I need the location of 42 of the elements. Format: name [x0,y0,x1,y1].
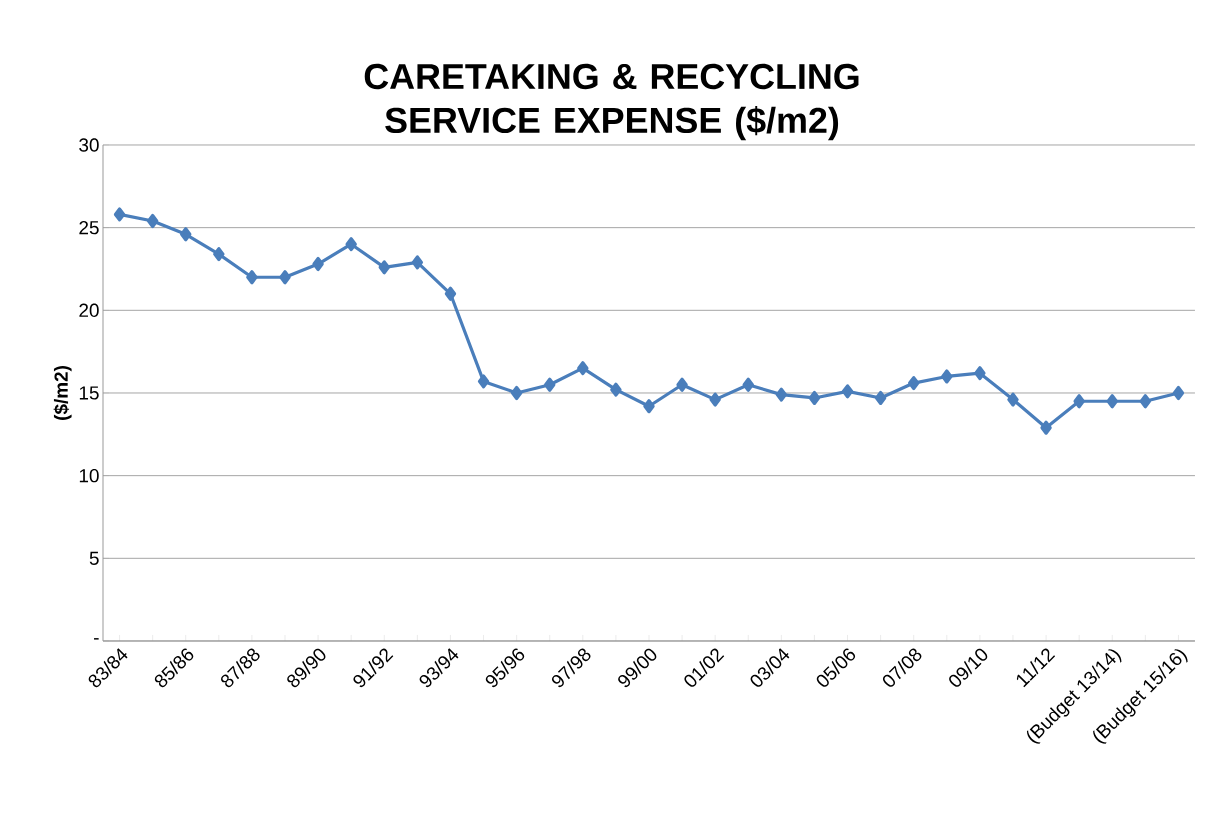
point [246,270,258,285]
y-tick-label: 10 [79,468,99,483]
y-tick-label: 25 [79,220,99,235]
point [510,385,523,401]
point [279,270,291,285]
point [1007,392,1019,407]
point [742,377,754,392]
chart-title: CARETAKING & RECYCLING SERVICE EXPENSE ($/m2) [364,63,859,141]
point [808,390,821,406]
point [544,377,556,392]
y-tick-label: 15 [79,386,99,400]
point [974,366,986,381]
point [1139,394,1152,409]
point [610,382,622,397]
point [577,361,589,376]
point [1106,394,1118,409]
y-axis-title: ($/m2) [53,366,72,420]
point [676,377,688,392]
y-tick-label: - [94,638,99,640]
y-tick-label: 30 [79,138,99,152]
point [1040,420,1052,435]
point [874,390,887,406]
point [1172,385,1185,401]
y-tick-label: 5 [89,551,99,565]
point [477,374,490,389]
point [345,237,357,252]
point [146,213,159,229]
point [643,399,655,414]
point [312,256,324,272]
point [709,392,721,407]
point [213,247,225,262]
y-tick-label: 20 [79,303,99,318]
point [908,375,920,391]
point [775,387,788,402]
point [444,286,457,301]
point [113,207,126,222]
point [941,369,953,384]
point [378,260,390,275]
point [180,227,192,242]
point [1073,394,1085,409]
point [411,255,424,270]
point [841,384,854,399]
